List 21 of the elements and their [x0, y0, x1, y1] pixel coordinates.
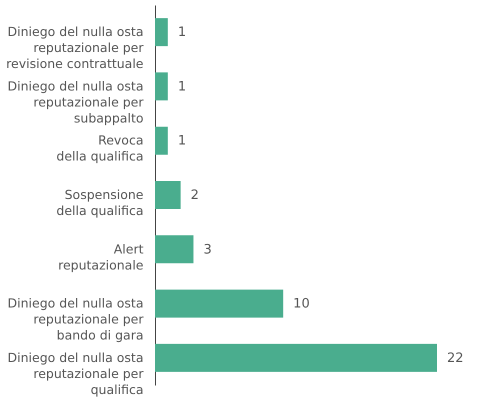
data-label: 2	[190, 188, 199, 203]
bar	[155, 18, 168, 46]
bar	[155, 126, 168, 155]
bar	[155, 181, 181, 209]
bar	[155, 290, 284, 318]
data-label: 1	[178, 79, 186, 94]
data-label: 10	[293, 296, 310, 312]
bar	[155, 72, 168, 100]
y-tick-label: Diniego del nulla osta reputazionale per bando di gara	[8, 296, 144, 343]
data-label: 22	[447, 350, 464, 366]
data-label: 1	[178, 134, 186, 149]
bar	[155, 235, 194, 264]
data-label: 3	[203, 242, 212, 258]
y-tick-label: Diniego del nulla osta reputazionale per subappalto	[8, 78, 144, 126]
y-tick-label: Sospensione della qualifica	[56, 187, 144, 218]
data-label: 1	[178, 25, 186, 40]
bar	[155, 344, 437, 372]
y-tick-label: Diniego del nulla osta reputazionale per revisione contrattuale	[6, 24, 144, 72]
y-tick-label: Revoca della qualifica	[56, 132, 144, 164]
y-tick-label: Alert reputazionale	[58, 241, 144, 272]
y-tick-label: Diniego del nulla osta reputazionale per qualifica	[8, 350, 144, 397]
